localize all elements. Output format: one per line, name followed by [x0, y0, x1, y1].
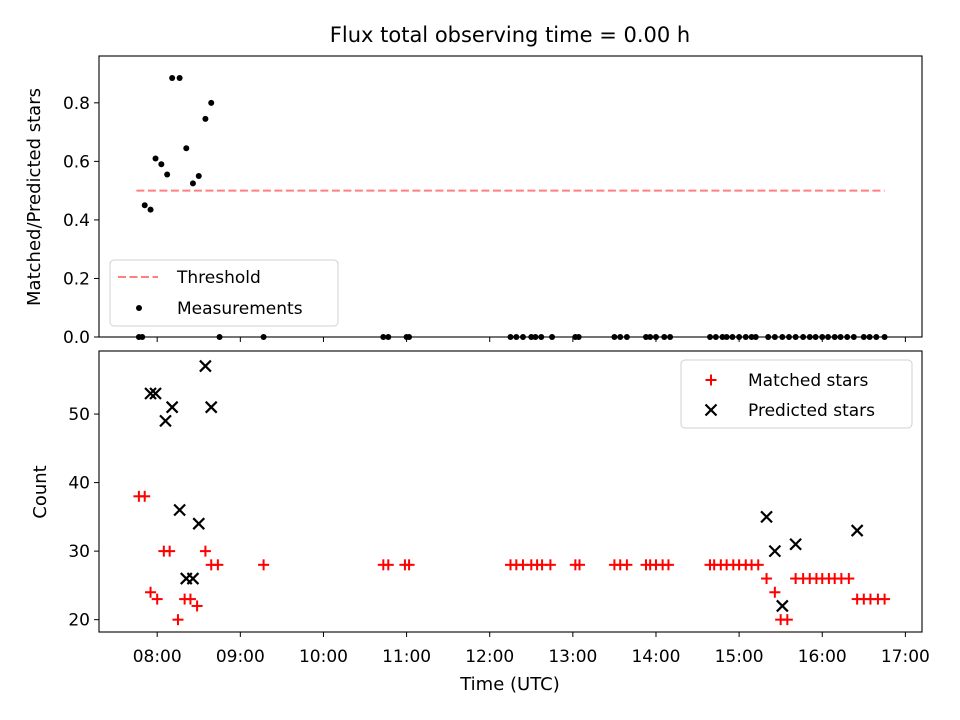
legend-predicted-label: Predicted stars	[748, 401, 875, 421]
predicted-star-point	[149, 387, 162, 400]
legend-matched-label: Matched stars	[748, 371, 868, 391]
top-plot-frame	[98, 55, 923, 338]
bottom-y-tick-label: 50	[68, 405, 90, 425]
bottom-x-tick-label: 16:00	[798, 647, 847, 667]
top-plot-panel: 0.0 0.2 0.4 0.6 0.8 Threshold Measurements	[63, 55, 923, 348]
matched-star-point	[212, 559, 224, 571]
legend-predicted-swatch	[704, 403, 718, 417]
legend-matched-swatch	[705, 374, 717, 386]
bottom-y-tick-label: 30	[68, 542, 90, 562]
bottom-x-tick-label: 17:00	[881, 647, 930, 667]
predicted-star-point	[760, 510, 773, 524]
matched-star-point	[191, 600, 203, 612]
predicted-star-point	[768, 544, 782, 558]
bottom-x-tick-label: 08:00	[133, 647, 182, 667]
top-y-tick-label: 0.8	[63, 94, 90, 114]
matched-star-point	[145, 586, 157, 598]
bottom-y-tick-label: 40	[68, 474, 90, 494]
matched-star-point	[382, 559, 394, 571]
bottom-x-tick-label: 15:00	[715, 647, 764, 667]
bottom-plot-frame	[98, 350, 923, 633]
matched-star-point	[151, 593, 163, 605]
measurement-point	[189, 180, 196, 187]
x-axis-label: Time (UTC)	[459, 674, 560, 695]
legend-measurements-label: Measurements	[177, 299, 303, 319]
bottom-y-axis-label: Count	[30, 465, 51, 518]
matched-star-point	[573, 559, 585, 571]
matched-star-point	[621, 559, 633, 571]
top-y-axis-label: Matched/Predicted stars	[24, 88, 45, 306]
measurement-point	[169, 74, 176, 81]
top-y-tick-label: 0.2	[63, 269, 90, 289]
matched-star-point	[843, 573, 855, 585]
predicted-star-point	[204, 400, 218, 414]
matched-star-point	[761, 573, 773, 585]
top-y-tick-label: 0.4	[63, 211, 90, 231]
bottom-legend-box	[680, 359, 913, 429]
predicted-star-point	[144, 387, 157, 400]
matched-star-point	[769, 586, 781, 598]
predicted-star-point	[165, 400, 179, 414]
bottom-x-tick-label: 14:00	[631, 647, 680, 667]
matched-star-point	[662, 559, 674, 571]
matched-star-point	[258, 559, 270, 571]
measurement-point	[164, 171, 171, 178]
matched-star-point	[544, 559, 556, 571]
top-legend-box	[109, 259, 339, 327]
top-legend: Threshold Measurements	[109, 259, 339, 327]
measurement-point	[202, 115, 209, 122]
top-y-tick-label: 0.0	[63, 328, 90, 348]
bottom-plot-panel: 08:00 09:00 10:00 11:00 12:00 13:00 14:00 15:00…	[68, 350, 930, 667]
predicted-star-point	[850, 524, 864, 537]
bottom-x-tick-label: 11:00	[382, 647, 431, 667]
matched-star-point	[184, 593, 196, 605]
measurement-point	[147, 206, 154, 213]
matched-star-point	[164, 545, 176, 557]
predicted-star-point	[789, 537, 802, 551]
measurement-point	[208, 99, 215, 106]
bottom-x-tick-label: 12:00	[465, 647, 514, 667]
matched-star-point	[752, 559, 764, 571]
predicted-star-point	[186, 572, 200, 585]
matched-star-point	[879, 593, 891, 605]
matched-star-point	[781, 614, 793, 626]
legend-threshold-label: Threshold	[176, 268, 261, 288]
predicted-star-point	[776, 599, 789, 613]
predicted-star-point	[159, 414, 172, 428]
chart-title: Flux total observing time = 0.00 h	[330, 23, 690, 47]
bottom-x-tick-label: 09:00	[216, 647, 265, 667]
measurement-point	[152, 155, 159, 162]
bottom-x-tick-label: 13:00	[548, 647, 597, 667]
measurement-point	[176, 74, 183, 81]
measurement-point	[158, 161, 165, 168]
matched-star-point	[199, 545, 211, 557]
bottom-x-tick-label: 10:00	[299, 647, 348, 667]
measurement-point	[183, 145, 190, 152]
matched-star-point	[403, 559, 415, 571]
top-y-tick-label: 0.6	[63, 152, 90, 172]
bottom-legend: Matched stars Predicted stars	[680, 359, 913, 429]
legend-measurements-swatch	[136, 305, 142, 311]
predicted-star-point	[192, 517, 206, 530]
measurement-point	[195, 173, 202, 180]
predicted-star-point	[173, 503, 186, 517]
matched-star-point	[172, 614, 184, 626]
bottom-y-tick-label: 20	[68, 611, 90, 631]
predicted-star-point	[199, 359, 212, 373]
matched-star-point	[139, 490, 151, 502]
measurement-point	[141, 202, 148, 209]
